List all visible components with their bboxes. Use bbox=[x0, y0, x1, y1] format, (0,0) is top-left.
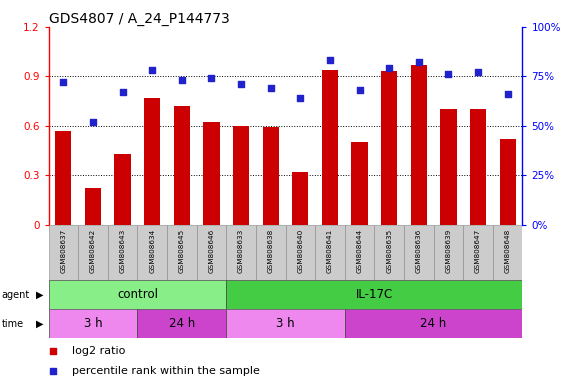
Text: percentile rank within the sample: percentile rank within the sample bbox=[73, 366, 260, 376]
Text: GSM808640: GSM808640 bbox=[297, 229, 303, 273]
Text: GSM808643: GSM808643 bbox=[119, 229, 126, 273]
Bar bbox=[463, 225, 493, 280]
Point bbox=[49, 368, 58, 374]
Text: GSM808646: GSM808646 bbox=[208, 229, 215, 273]
Bar bbox=[196, 225, 226, 280]
Bar bbox=[49, 225, 78, 280]
Text: agent: agent bbox=[2, 290, 30, 300]
Text: GSM808636: GSM808636 bbox=[416, 229, 422, 273]
Text: GSM808644: GSM808644 bbox=[356, 229, 363, 273]
Text: 3 h: 3 h bbox=[84, 317, 102, 330]
Bar bbox=[85, 189, 101, 225]
Bar bbox=[404, 225, 433, 280]
Bar bbox=[322, 70, 338, 225]
Bar bbox=[114, 154, 131, 225]
Bar bbox=[226, 225, 256, 280]
Bar bbox=[470, 109, 486, 225]
Point bbox=[266, 85, 275, 91]
Bar bbox=[138, 309, 226, 338]
Bar bbox=[226, 309, 345, 338]
Text: GDS4807 / A_24_P144773: GDS4807 / A_24_P144773 bbox=[49, 12, 230, 26]
Bar bbox=[144, 98, 160, 225]
Point bbox=[473, 69, 482, 75]
Bar bbox=[345, 225, 375, 280]
Point bbox=[503, 91, 512, 97]
Bar bbox=[381, 71, 397, 225]
Text: GSM808638: GSM808638 bbox=[268, 229, 274, 273]
Point bbox=[207, 75, 216, 81]
Bar bbox=[351, 142, 368, 225]
Point bbox=[89, 119, 98, 125]
Bar bbox=[440, 109, 457, 225]
Text: GSM808648: GSM808648 bbox=[505, 229, 510, 273]
Point bbox=[444, 71, 453, 78]
Text: 24 h: 24 h bbox=[168, 317, 195, 330]
Text: GSM808647: GSM808647 bbox=[475, 229, 481, 273]
Text: 3 h: 3 h bbox=[276, 317, 295, 330]
Text: 24 h: 24 h bbox=[420, 317, 447, 330]
Bar bbox=[500, 139, 516, 225]
Point bbox=[118, 89, 127, 95]
Bar bbox=[138, 225, 167, 280]
Bar bbox=[167, 225, 196, 280]
Text: GSM808634: GSM808634 bbox=[149, 229, 155, 273]
Bar bbox=[55, 131, 71, 225]
Text: GSM808645: GSM808645 bbox=[179, 229, 185, 273]
Bar bbox=[315, 225, 345, 280]
Bar bbox=[411, 65, 427, 225]
Text: GSM808635: GSM808635 bbox=[386, 229, 392, 273]
Bar bbox=[78, 225, 108, 280]
Text: ▶: ▶ bbox=[36, 318, 43, 329]
Bar bbox=[233, 126, 249, 225]
Bar bbox=[375, 225, 404, 280]
Point bbox=[148, 67, 157, 73]
Point bbox=[296, 95, 305, 101]
Point bbox=[385, 65, 394, 71]
Point bbox=[414, 60, 423, 66]
Point bbox=[177, 77, 186, 83]
Point bbox=[49, 348, 58, 354]
Bar bbox=[493, 225, 522, 280]
Text: log2 ratio: log2 ratio bbox=[73, 346, 126, 356]
Text: GSM808637: GSM808637 bbox=[61, 229, 66, 273]
Bar bbox=[174, 106, 190, 225]
Bar bbox=[256, 225, 286, 280]
Text: control: control bbox=[117, 288, 158, 301]
Point bbox=[59, 79, 68, 85]
Bar bbox=[49, 309, 138, 338]
Text: IL-17C: IL-17C bbox=[356, 288, 393, 301]
Bar bbox=[226, 280, 522, 309]
Bar bbox=[286, 225, 315, 280]
Text: GSM808641: GSM808641 bbox=[327, 229, 333, 273]
Point bbox=[325, 58, 335, 64]
Point bbox=[355, 87, 364, 93]
Text: time: time bbox=[2, 318, 24, 329]
Bar bbox=[433, 225, 463, 280]
Bar bbox=[108, 225, 138, 280]
Bar bbox=[292, 172, 308, 225]
Bar bbox=[345, 309, 522, 338]
Text: GSM808633: GSM808633 bbox=[238, 229, 244, 273]
Bar bbox=[203, 122, 220, 225]
Text: ▶: ▶ bbox=[36, 290, 43, 300]
Bar bbox=[49, 280, 226, 309]
Point bbox=[236, 81, 246, 87]
Text: GSM808642: GSM808642 bbox=[90, 229, 96, 273]
Text: GSM808639: GSM808639 bbox=[445, 229, 452, 273]
Bar bbox=[263, 127, 279, 225]
